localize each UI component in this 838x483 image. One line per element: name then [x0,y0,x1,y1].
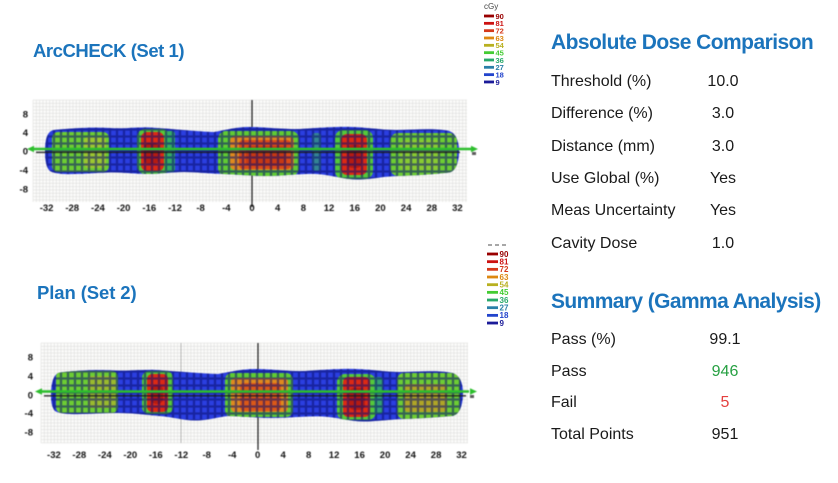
svg-text:-20: -20 [117,203,131,214]
svg-text:-32: -32 [40,203,54,214]
svg-text:4: 4 [23,128,29,139]
svg-text:-8: -8 [20,185,28,196]
svg-text:72: 72 [500,265,509,274]
svg-text:-4: -4 [222,203,231,214]
svg-text:36: 36 [496,56,504,65]
svg-text:4: 4 [281,450,287,461]
svg-text:32: 32 [456,450,467,461]
svg-text:0: 0 [255,450,260,461]
svg-text:-12: -12 [174,450,188,461]
svg-text:9: 9 [496,78,500,87]
svg-text:28: 28 [431,450,442,461]
svg-text:-24: -24 [91,203,105,214]
svg-text:-4: -4 [228,450,237,461]
svg-text:20: 20 [375,203,386,214]
svg-text:9: 9 [500,319,505,328]
svg-text:45: 45 [500,288,509,297]
svg-text:16: 16 [354,450,365,461]
svg-text:-8: -8 [202,450,210,461]
svg-text:-32: -32 [47,450,61,461]
svg-text:54: 54 [500,280,509,289]
svg-text:12: 12 [324,203,335,214]
svg-text:16: 16 [349,203,360,214]
svg-text:8: 8 [301,203,306,214]
svg-text:45: 45 [496,48,504,57]
svg-text:0: 0 [28,391,33,402]
svg-text:-16: -16 [142,203,156,214]
svg-text:20: 20 [380,450,391,461]
svg-text:54: 54 [496,41,505,50]
svg-text:81: 81 [500,257,509,266]
svg-text:-8: -8 [196,203,204,214]
svg-text:27: 27 [500,303,509,312]
svg-text:-20: -20 [123,450,137,461]
svg-text:32: 32 [452,203,463,214]
svg-text:28: 28 [427,203,438,214]
svg-text:63: 63 [496,34,504,43]
svg-text:-28: -28 [72,450,86,461]
svg-text:-8: -8 [25,428,33,439]
svg-text:-28: -28 [65,203,79,214]
svg-text:90: 90 [496,12,504,21]
svg-text:12: 12 [329,450,340,461]
svg-text:72: 72 [496,26,504,35]
svg-text:36: 36 [500,296,509,305]
svg-text:8: 8 [23,110,28,121]
svg-text:63: 63 [500,273,509,282]
svg-text:18: 18 [500,311,509,320]
svg-text:27: 27 [496,63,504,72]
svg-text:24: 24 [405,450,416,461]
svg-text:8: 8 [28,353,33,364]
svg-text:81: 81 [496,19,504,28]
svg-text:-24: -24 [98,450,112,461]
svg-text:-16: -16 [149,450,163,461]
svg-text:24: 24 [401,203,412,214]
svg-text:0: 0 [249,203,254,214]
svg-text:8: 8 [306,450,311,461]
svg-text:-12: -12 [168,203,182,214]
svg-text:90: 90 [500,250,509,259]
svg-text:4: 4 [28,372,34,383]
svg-text:cGy: cGy [484,2,498,11]
svg-text:0: 0 [23,147,28,158]
svg-text:-4: -4 [20,166,29,177]
svg-text:-4: -4 [25,409,34,420]
svg-text:4: 4 [275,203,281,214]
svg-text:18: 18 [496,70,504,79]
